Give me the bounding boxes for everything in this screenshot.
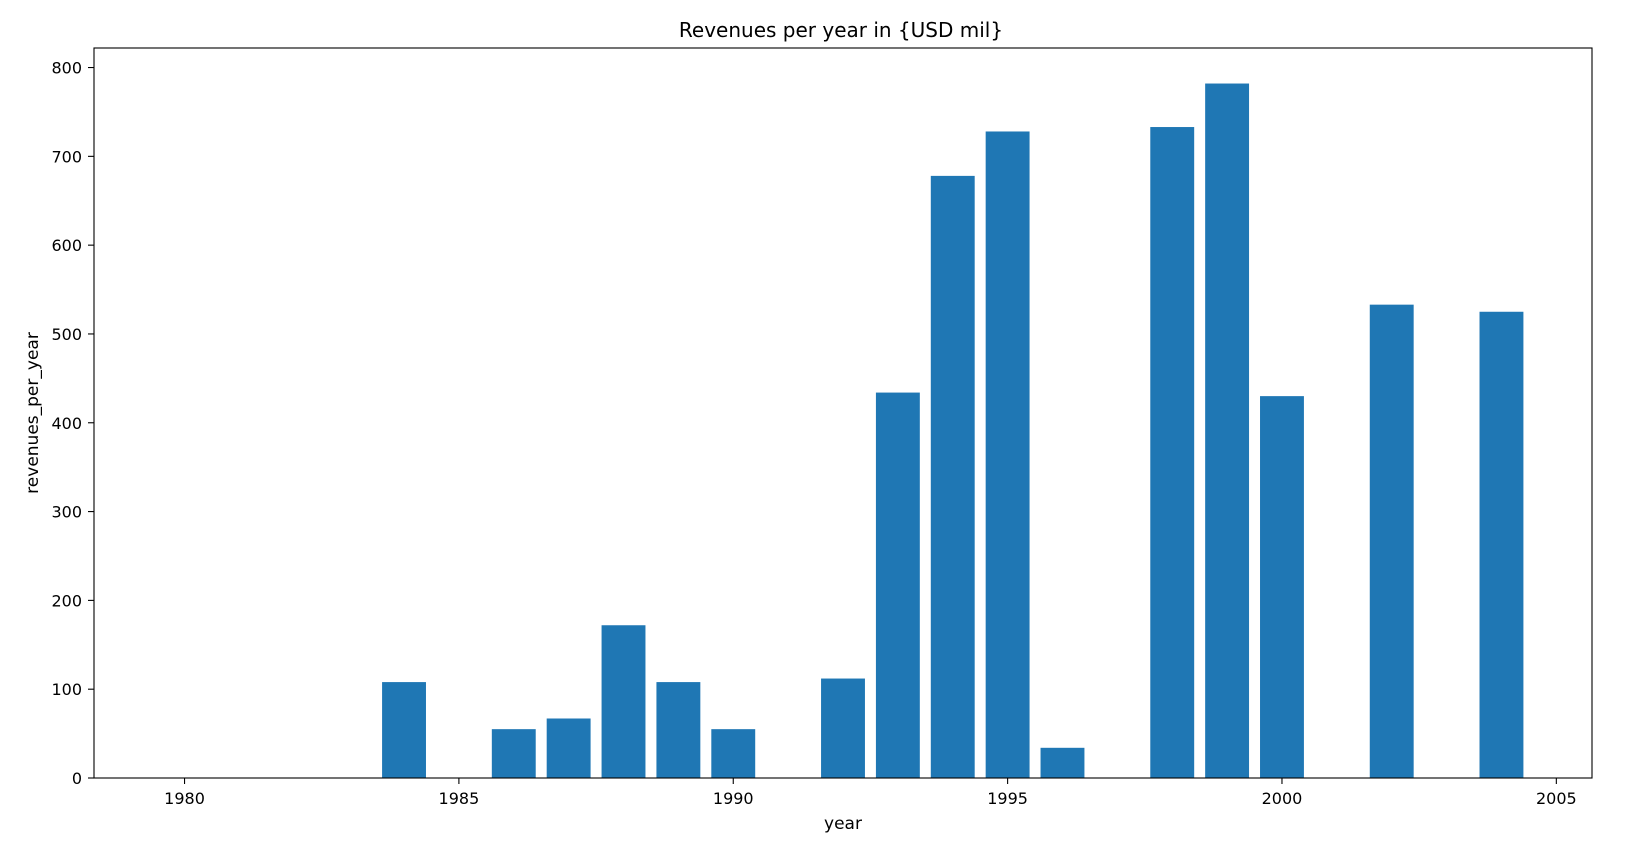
x-axis-ticks: 1980 1985 1990 1995 2000 2005 bbox=[164, 778, 1577, 808]
bar-1990 bbox=[711, 729, 756, 778]
x-tick-label: 1995 bbox=[987, 789, 1028, 808]
x-tick-label: 1985 bbox=[439, 789, 480, 808]
bar-1999 bbox=[1205, 83, 1250, 778]
x-tick-label: 1990 bbox=[713, 789, 754, 808]
bar-1987 bbox=[546, 718, 591, 778]
bar-2002 bbox=[1369, 304, 1414, 778]
y-tick-label: 100 bbox=[51, 680, 82, 699]
x-axis-label: year bbox=[824, 814, 862, 834]
y-tick-label: 800 bbox=[51, 59, 82, 78]
y-tick-label: 0 bbox=[72, 769, 82, 788]
bar-1989 bbox=[656, 682, 701, 778]
bar-2004 bbox=[1479, 311, 1524, 778]
bar-1988 bbox=[601, 625, 646, 778]
bar-1998 bbox=[1150, 127, 1195, 778]
bar-1992 bbox=[821, 678, 865, 778]
bar-1996 bbox=[1040, 747, 1085, 778]
bar-2000 bbox=[1260, 396, 1304, 778]
y-tick-label: 500 bbox=[51, 325, 82, 344]
y-tick-label: 400 bbox=[51, 414, 82, 433]
y-tick-label: 700 bbox=[51, 147, 82, 166]
x-tick-label: 1980 bbox=[164, 789, 205, 808]
bar-1995 bbox=[985, 131, 1030, 779]
bar-1994 bbox=[930, 175, 975, 779]
y-tick-label: 200 bbox=[51, 591, 82, 610]
x-tick-label: 2000 bbox=[1262, 789, 1303, 808]
y-axis-ticks: 0 100 200 300 400 500 600 700 800 bbox=[51, 59, 94, 788]
chart-title: Revenues per year in {USD mil} bbox=[679, 18, 1003, 42]
plot-frame bbox=[93, 47, 1593, 779]
y-axis-label: revenues_per_year bbox=[23, 332, 43, 494]
y-tick-label: 300 bbox=[51, 503, 82, 522]
x-tick-label: 2005 bbox=[1536, 789, 1577, 808]
bars-group bbox=[382, 83, 1524, 779]
bar-1986 bbox=[491, 729, 536, 778]
bar-1993 bbox=[875, 392, 920, 778]
bar-1984 bbox=[382, 682, 426, 778]
y-tick-label: 600 bbox=[51, 236, 82, 255]
